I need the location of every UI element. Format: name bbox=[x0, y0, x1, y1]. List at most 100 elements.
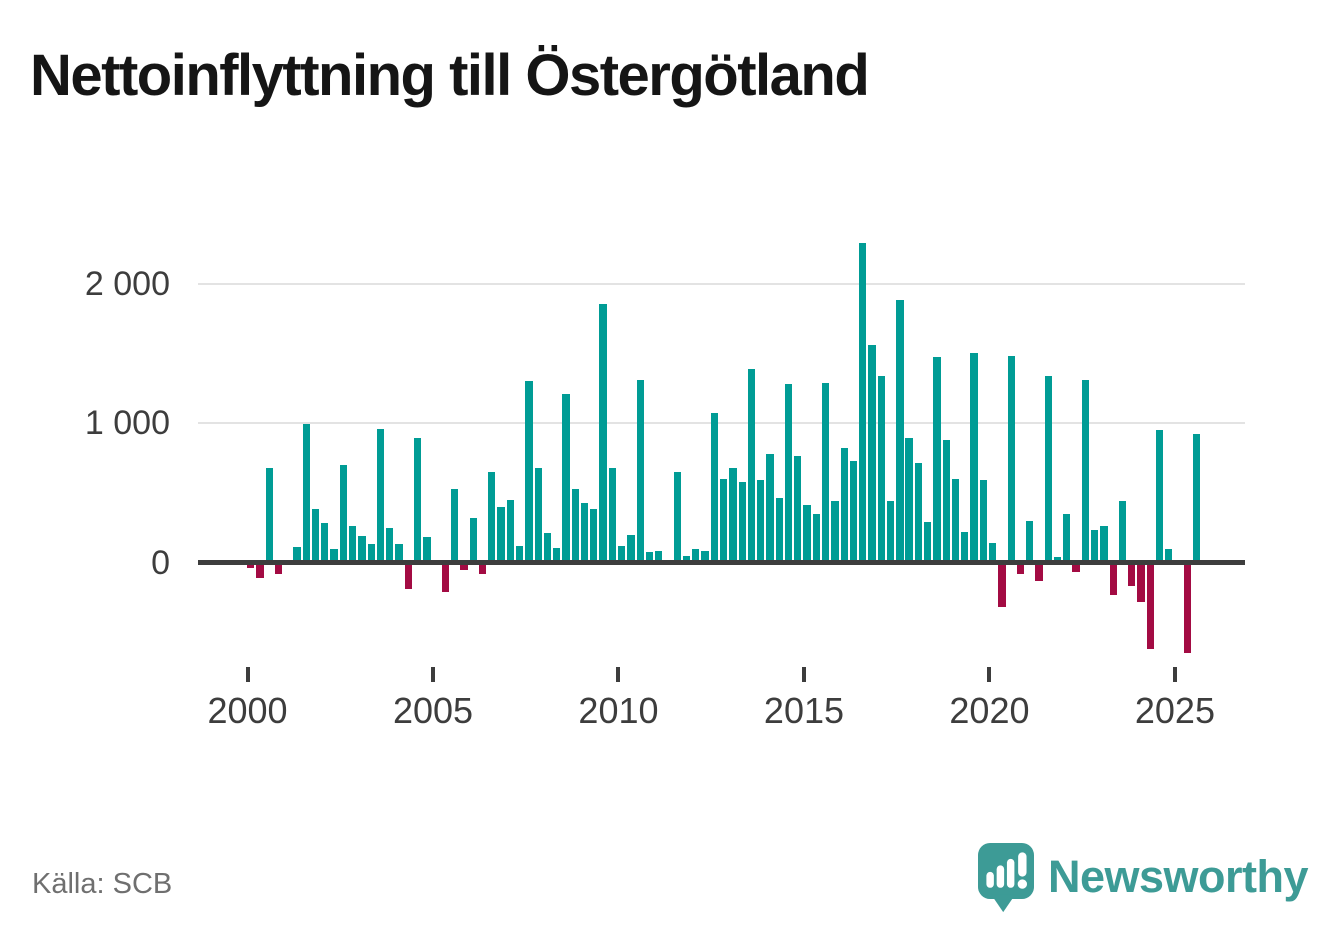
gridline-2000 bbox=[198, 282, 1245, 285]
x-axis-tick-2005 bbox=[430, 667, 435, 682]
bar-2004-Q3 bbox=[413, 438, 422, 563]
bar-2022-Q2 bbox=[1072, 562, 1080, 573]
gridline-1000 bbox=[198, 422, 1245, 424]
bar-2020-Q4 bbox=[1016, 562, 1025, 575]
bar-2014-Q2 bbox=[775, 498, 783, 563]
x-axis-tick-2010 bbox=[616, 667, 621, 682]
newsworthy-wordmark: Newsworthy bbox=[1048, 851, 1309, 902]
bar-2008-Q1 bbox=[543, 533, 552, 563]
bar-2005-Q4 bbox=[460, 562, 468, 571]
x-axis-tick-2000 bbox=[245, 667, 250, 682]
bar-2010-Q4 bbox=[645, 552, 654, 563]
bar-2020-Q2 bbox=[998, 562, 1006, 608]
bar-2020-Q3 bbox=[1007, 356, 1015, 563]
bar-2015-Q2 bbox=[812, 513, 821, 563]
y-axis-label: 1 000 bbox=[84, 404, 170, 442]
bar-2009-Q4 bbox=[608, 467, 616, 563]
bar-2011-Q4 bbox=[682, 556, 691, 563]
bar-2016-Q4 bbox=[868, 344, 876, 563]
x-axis-label-2000: 2000 bbox=[207, 690, 288, 731]
x-axis-label-2005: 2005 bbox=[392, 690, 474, 731]
newsworthy-bubble-icon bbox=[978, 843, 1034, 913]
bar-2022-Q4 bbox=[1090, 530, 1099, 563]
bar-2018-Q2 bbox=[924, 522, 932, 563]
bar-2016-Q1 bbox=[840, 448, 848, 563]
bar-2019-Q3 bbox=[970, 353, 978, 563]
bar-2022-Q3 bbox=[1081, 379, 1089, 563]
x-axis-label-2020: 2020 bbox=[949, 690, 1030, 731]
bar-2013-Q1 bbox=[729, 467, 737, 563]
bar-2018-Q3 bbox=[933, 357, 941, 563]
bar-2018-Q1 bbox=[914, 463, 923, 563]
bar-2023-Q3 bbox=[1118, 501, 1127, 563]
bar-2024-Q3 bbox=[1155, 429, 1164, 563]
bar-2023-Q2 bbox=[1109, 562, 1117, 595]
bar-2017-Q1 bbox=[877, 375, 885, 563]
bar-2024-Q4 bbox=[1165, 548, 1173, 563]
bar-2012-Q3 bbox=[710, 413, 719, 563]
source-note: Källa: SCB bbox=[32, 868, 173, 900]
bar-2006-Q1 bbox=[469, 517, 477, 563]
bar-2017-Q3 bbox=[896, 300, 904, 563]
x-axis-tick-2015 bbox=[801, 667, 806, 682]
bar-2015-Q1 bbox=[803, 505, 811, 563]
bar-2010-Q3 bbox=[636, 379, 644, 563]
bar-2017-Q4 bbox=[905, 438, 913, 563]
bar-2011-Q1 bbox=[655, 550, 663, 563]
bar-2012-Q2 bbox=[701, 550, 709, 563]
bar-2005-Q2 bbox=[441, 562, 450, 593]
bar-2024-Q2 bbox=[1146, 562, 1154, 649]
x-axis-label-2015: 2015 bbox=[763, 690, 845, 731]
bar-2007-Q1 bbox=[506, 499, 514, 563]
bar-2001-Q4 bbox=[311, 509, 320, 563]
bar-2002-Q3 bbox=[339, 464, 348, 563]
bar-2000-Q3 bbox=[265, 467, 273, 563]
bar-2000-Q2 bbox=[256, 562, 264, 578]
bar-2011-Q3 bbox=[673, 471, 681, 563]
bar-2020-Q1 bbox=[988, 542, 997, 563]
bar-2015-Q4 bbox=[831, 501, 839, 563]
bar-2013-Q2 bbox=[738, 481, 746, 563]
bar-2023-Q4 bbox=[1128, 562, 1136, 587]
bar-2004-Q1 bbox=[395, 544, 403, 563]
bar-2019-Q1 bbox=[951, 478, 960, 563]
bar-2019-Q2 bbox=[961, 531, 969, 563]
bar-2012-Q1 bbox=[692, 548, 700, 563]
bar-2013-Q3 bbox=[747, 368, 756, 563]
bar-2008-Q2 bbox=[553, 547, 561, 563]
bar-2002-Q1 bbox=[321, 523, 329, 563]
bar-2000-Q4 bbox=[274, 562, 283, 574]
bar-2005-Q3 bbox=[451, 488, 459, 563]
bar-2019-Q4 bbox=[979, 480, 987, 563]
bar-2017-Q2 bbox=[886, 501, 895, 563]
bar-2021-Q2 bbox=[1035, 562, 1043, 581]
bar-2009-Q2 bbox=[590, 509, 598, 563]
bar-2003-Q2 bbox=[367, 544, 375, 563]
bar-2022-Q1 bbox=[1063, 513, 1071, 563]
x-axis-label-2025: 2025 bbox=[1134, 690, 1215, 731]
bar-2003-Q1 bbox=[358, 535, 366, 563]
x-axis-tick-2020 bbox=[987, 667, 992, 682]
bar-2016-Q3 bbox=[859, 243, 867, 563]
bar-2010-Q2 bbox=[627, 534, 635, 563]
bar-2007-Q2 bbox=[515, 546, 524, 563]
bar-2006-Q2 bbox=[478, 562, 487, 574]
bar-2021-Q4 bbox=[1053, 556, 1062, 563]
y-axis-label: 2 000 bbox=[84, 264, 170, 303]
bar-2013-Q4 bbox=[757, 480, 765, 563]
x-axis-label-2010: 2010 bbox=[578, 690, 659, 731]
bar-2018-Q4 bbox=[942, 439, 950, 563]
bar-2016-Q2 bbox=[849, 460, 858, 563]
bar-2021-Q1 bbox=[1026, 520, 1034, 563]
bar-2014-Q3 bbox=[784, 383, 793, 563]
newsworthy-logo: Newsworthy bbox=[978, 843, 1309, 915]
bar-2008-Q4 bbox=[571, 488, 579, 563]
bar-2004-Q2 bbox=[404, 562, 412, 589]
bar-2001-Q2 bbox=[293, 547, 301, 563]
bar-2003-Q3 bbox=[376, 428, 385, 563]
bar-2024-Q1 bbox=[1137, 562, 1145, 602]
bar-2015-Q3 bbox=[822, 382, 830, 563]
bar-2004-Q4 bbox=[423, 537, 431, 563]
x-axis-zero-line bbox=[198, 560, 1245, 565]
bar-2025-Q3 bbox=[1192, 434, 1201, 563]
